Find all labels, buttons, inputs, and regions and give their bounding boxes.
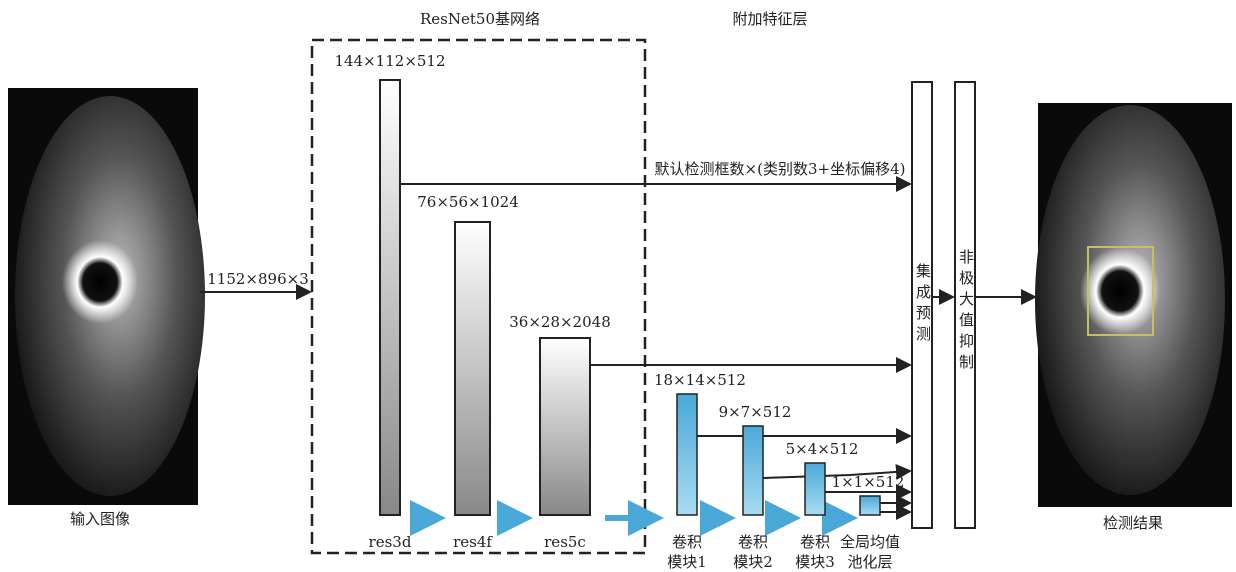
arrows bbox=[200, 184, 1035, 512]
layer-name: 模块1 bbox=[667, 553, 707, 571]
shape-label: 36×28×2048 bbox=[509, 313, 610, 331]
output-label: 检测结果 bbox=[1103, 514, 1163, 532]
layer-name: res5c bbox=[544, 533, 586, 551]
feature-map bbox=[380, 80, 400, 515]
diagram: ResNet50基网络 附加特征层 输入图像 1152×896×3 默认检测框数… bbox=[0, 0, 1236, 572]
layer-name: 模块2 bbox=[733, 553, 773, 571]
layer-name: res4f bbox=[453, 533, 493, 551]
layer-name: 卷积 bbox=[800, 533, 830, 551]
input-label: 输入图像 bbox=[70, 510, 130, 528]
ensemble-label: 集成预测 bbox=[914, 263, 932, 347]
feature-map bbox=[677, 394, 697, 515]
shape-label: 1×1×512 bbox=[832, 473, 905, 491]
shape-label: 18×14×512 bbox=[654, 371, 746, 389]
output-image bbox=[1035, 103, 1232, 507]
input-size: 1152×896×3 bbox=[207, 270, 308, 288]
shape-label: 144×112×512 bbox=[334, 52, 445, 70]
extra-title: 附加特征层 bbox=[732, 10, 807, 28]
backbone-title: ResNet50基网络 bbox=[420, 10, 540, 28]
feature-map bbox=[743, 426, 763, 515]
shape-label: 76×56×1024 bbox=[417, 193, 518, 211]
feature-map bbox=[860, 496, 880, 515]
shape-label: 5×4×512 bbox=[786, 440, 859, 458]
input-image bbox=[8, 88, 205, 505]
layer-name: 卷积 bbox=[738, 533, 768, 551]
feature-map bbox=[805, 463, 825, 515]
layer-name: 卷积 bbox=[672, 533, 702, 551]
layer-name: 池化层 bbox=[847, 553, 892, 571]
layer-name: 模块3 bbox=[795, 553, 835, 571]
nms-label: 非极大值抑制 bbox=[957, 249, 975, 375]
output-note: 默认检测框数×(类别数3+坐标偏移4) bbox=[655, 160, 906, 178]
layer-name: res3d bbox=[369, 533, 412, 551]
feature-map bbox=[540, 338, 590, 515]
layer-name: 全局均值 bbox=[840, 533, 900, 551]
feature-map bbox=[455, 222, 490, 515]
shape-label: 9×7×512 bbox=[719, 403, 792, 421]
